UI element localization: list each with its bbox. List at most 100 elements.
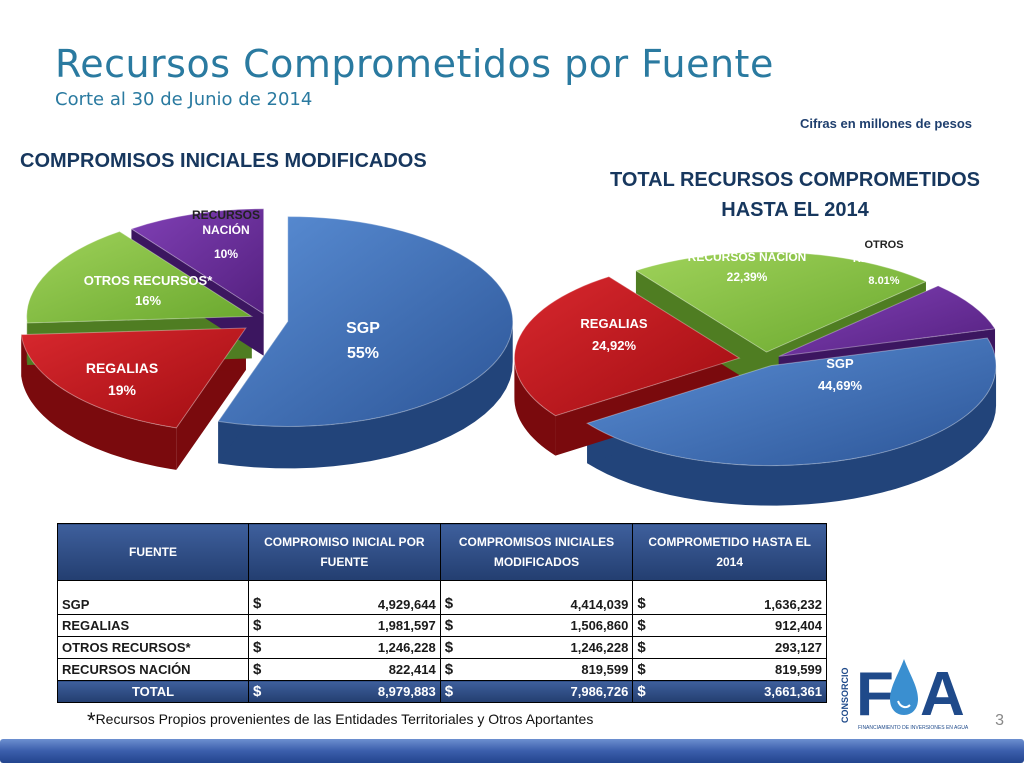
- slice-name-label: OTROS RECURSOS: [853, 239, 915, 265]
- pie-slice-side: [21, 334, 177, 470]
- currency-sign: $: [439, 580, 466, 615]
- pie-slice-regalias: [20, 327, 247, 429]
- currency-sign: $: [439, 680, 466, 703]
- pie-charts: SGP 55% REGALIAS 19% OTROS RECURSOS* 16% RECUR…: [20, 208, 997, 506]
- amount-cell: 4,929,644: [273, 580, 441, 615]
- pie-slice-side: [587, 365, 997, 506]
- footnote-text: Recursos Propios provenientes de las Ent…: [95, 711, 594, 727]
- amount-cell: 1,246,228: [273, 636, 441, 659]
- right-chart-title-line1: TOTAL RECURSOS COMPROMETIDOS: [609, 169, 981, 191]
- table-row: SGP $4,929,644 $4,414,039 $1,636,232: [57, 580, 828, 615]
- row-source-name: REGALIAS: [57, 614, 249, 637]
- row-source-name: SGP: [57, 580, 249, 615]
- slice-name-label: OTROS RECURSOS*: [84, 273, 214, 288]
- currency-sign: $: [439, 636, 466, 659]
- right-pie: SGP 44,69% REGALIAS 24,92% RECURSOS NACIÓN 22…: [513, 239, 997, 506]
- left-pie: SGP 55% REGALIAS 19% OTROS RECURSOS* 16% RECUR…: [20, 208, 514, 470]
- slice-name-label: SGP: [826, 356, 854, 371]
- currency-sign: $: [247, 580, 274, 615]
- amount-cell: 3,661,361: [658, 680, 828, 703]
- units-note: Cifras en millones de pesos: [800, 116, 972, 131]
- currency-sign: $: [632, 680, 659, 703]
- slice-name-part: NACIÓN: [202, 222, 249, 237]
- pie-slice-otros-recursos: [778, 285, 996, 357]
- pie-slice-sgp: [217, 215, 514, 427]
- logo-vertical-text: CONSORCIO: [840, 667, 850, 723]
- slice-value-label: 24,92%: [592, 338, 637, 353]
- table-row: OTROS RECURSOS* $1,246,228 $1,246,228 $293,…: [57, 636, 828, 659]
- amount-cell: 1,981,597: [273, 614, 441, 637]
- col-header: FUENTE: [57, 523, 249, 581]
- pie-slice-side: [218, 319, 513, 469]
- logo-letter-a: A: [920, 660, 965, 729]
- col-header: COMPROMISOS INICIALES MODIFICADOS: [439, 523, 634, 581]
- table-row: RECURSOS NACIÓN $822,414 $819,599 $819,599: [57, 658, 828, 681]
- slide-title: Recursos Comprometidos por Fuente: [55, 42, 774, 86]
- currency-sign: $: [247, 636, 274, 659]
- amount-cell: 819,599: [658, 658, 828, 681]
- slice-value-label: 44,69%: [818, 378, 863, 393]
- table-header-row: FUENTE COMPROMISO INICIAL POR FUENTE COM…: [57, 523, 827, 581]
- left-chart-title: COMPROMISOS INICIALES MODIFICADOS: [20, 150, 427, 172]
- currency-sign: $: [439, 614, 466, 637]
- footnote: *Recursos Propios provenientes de las En…: [87, 708, 593, 734]
- amount-cell: 912,404: [658, 614, 828, 637]
- pie-slice-side: [514, 356, 556, 456]
- row-source-name: RECURSOS NACIÓN: [57, 658, 249, 681]
- data-table: FUENTE COMPROMISO INICIAL POR FUENTE COM…: [57, 523, 828, 703]
- amount-cell: 1,636,232: [658, 580, 828, 615]
- total-label: TOTAL: [57, 680, 249, 703]
- currency-sign: $: [632, 658, 659, 681]
- amount-cell: 1,246,228: [465, 636, 634, 659]
- slice-name-part: RECURSOS: [853, 253, 915, 265]
- slice-value-label: 22,39%: [727, 270, 768, 284]
- amount-cell: 7,986,726: [465, 680, 634, 703]
- fia-logo: CONSORCIO F A FINANCIAMIENTO DE INVERSIO…: [840, 659, 969, 731]
- right-chart-title: TOTAL RECURSOS COMPROMETIDOS HASTA EL 20…: [590, 165, 1000, 225]
- water-drop-icon: [890, 659, 918, 715]
- table-row: REGALIAS $1,981,597 $1,506,860 $912,404: [57, 614, 828, 637]
- row-source-name: OTROS RECURSOS*: [57, 636, 249, 659]
- slice-value-label: 10%: [214, 247, 238, 261]
- slice-name-part: OTROS: [864, 239, 903, 251]
- currency-sign: $: [632, 614, 659, 637]
- slice-value-label: 8.01%: [868, 275, 899, 287]
- currency-sign: $: [247, 658, 274, 681]
- pie-slice-regalias: [513, 276, 741, 417]
- amount-cell: 819,599: [465, 658, 634, 681]
- pie-slice-recursos-naci-n: [634, 251, 928, 353]
- amount-cell: 8,979,883: [273, 680, 441, 703]
- logo-letter-f: F: [856, 660, 894, 729]
- amount-cell: 1,506,860: [465, 614, 634, 637]
- currency-sign: $: [247, 680, 274, 703]
- page-number: 3: [995, 712, 1004, 729]
- footer-bar: [0, 739, 1024, 763]
- slice-name-label: RECURSOS NACIÓN: [688, 249, 807, 264]
- slice-value-label: 19%: [108, 382, 137, 398]
- table-total-row: TOTAL $8,979,883 $7,986,726 $3,661,361: [57, 680, 828, 703]
- currency-sign: $: [439, 658, 466, 681]
- footnote-star: *: [87, 708, 96, 733]
- pie-slice-wall: [635, 270, 767, 393]
- slice-name-label: SGP: [346, 320, 380, 337]
- currency-sign: $: [632, 580, 659, 615]
- slice-value-label: 16%: [135, 293, 161, 308]
- pie-slice-recursos-naci-n: [130, 208, 265, 315]
- slice-value-label: 55%: [347, 345, 379, 362]
- amount-cell: 4,414,039: [465, 580, 634, 615]
- slice-name-label: REGALIAS: [580, 316, 648, 331]
- currency-sign: $: [632, 636, 659, 659]
- slide-subtitle: Corte al 30 de Junio de 2014: [55, 89, 313, 110]
- amount-cell: 822,414: [273, 658, 441, 681]
- logo-tagline: FINANCIAMIENTO DE INVERSIONES EN AGUA: [858, 725, 969, 731]
- pie-slice-otros-recursos: [26, 230, 254, 324]
- right-chart-title-line2: HASTA EL 2014: [721, 199, 869, 221]
- col-header: COMPROMETIDO HASTA EL 2014: [632, 523, 827, 581]
- col-header: COMPROMISO INICIAL POR FUENTE: [248, 523, 441, 581]
- currency-sign: $: [247, 614, 274, 637]
- pie-slice-sgp: [585, 337, 997, 467]
- amount-cell: 293,127: [658, 636, 828, 659]
- slice-name-label: REGALIAS: [86, 360, 158, 376]
- slice-name-label: RECURSOS NACIÓN: [192, 208, 260, 237]
- slice-name-part: RECURSOS: [192, 208, 260, 222]
